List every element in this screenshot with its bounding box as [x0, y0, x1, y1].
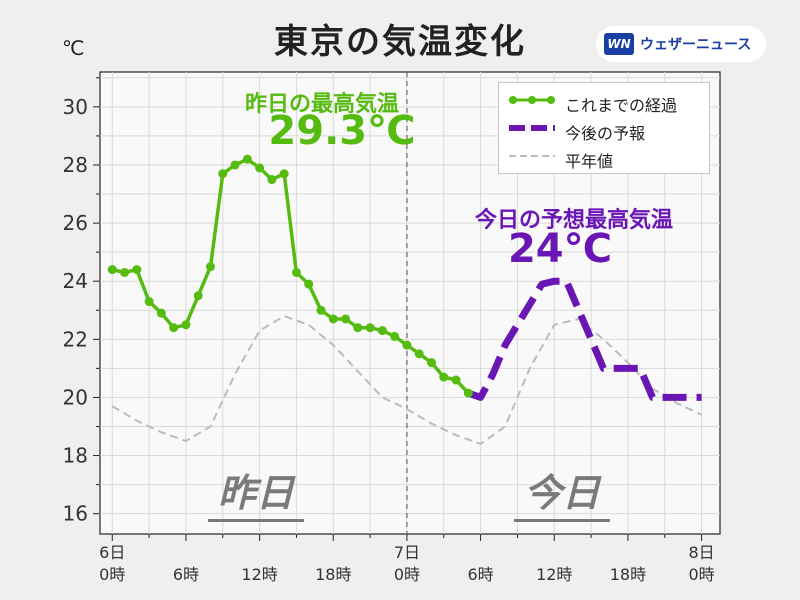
legend-observed-icon [509, 96, 555, 104]
observed-point [304, 279, 314, 289]
x-tick-label-hour: 6時 [468, 565, 494, 584]
legend-forecast-icon [509, 125, 555, 131]
observed-point [144, 297, 154, 307]
series-layer [107, 154, 703, 446]
y-tick-label: 24 [63, 269, 88, 293]
x-tick-label-hour: 12時 [241, 565, 277, 584]
brand-name: ウェザーニュース [640, 37, 752, 53]
observed-point [451, 375, 461, 385]
x-tick-label-hour: 0時 [688, 565, 714, 584]
chart-title: 東京の気温変化 [274, 22, 526, 62]
legend-forecast-label: 今後の予報 [565, 124, 646, 143]
forecast-line [467, 277, 702, 401]
x-tick-label-hour: 12時 [536, 565, 572, 584]
observed-point [120, 267, 130, 277]
y-tick-label: 20 [63, 385, 88, 409]
x-tick-label-day: 6日 [99, 543, 125, 562]
observed-point [402, 340, 412, 350]
observed-point [132, 265, 142, 275]
observed-point [365, 323, 375, 333]
observed-point [414, 349, 424, 359]
observed-point [230, 160, 240, 170]
y-tick-label: 16 [63, 502, 88, 526]
x-tick-label-hour: 18時 [315, 565, 351, 584]
observed-point [439, 372, 449, 382]
observed-point [377, 326, 387, 336]
legend: これまでの経過 今後の予報 平年値 [498, 82, 710, 174]
observed-point [205, 262, 215, 272]
y-tick-label: 18 [63, 444, 88, 468]
y-tick-label: 28 [63, 153, 88, 177]
observed-point [353, 323, 363, 333]
observed-point [463, 388, 473, 398]
x-tick-label-hour: 6時 [173, 565, 199, 584]
observed-point [156, 308, 166, 318]
observed-point [426, 358, 436, 368]
y-tick-label: 26 [63, 211, 88, 235]
brand-badge: WN ウェザーニュース [596, 26, 766, 62]
y-tick-label: 22 [63, 327, 88, 351]
x-tick-label-hour: 0時 [394, 565, 420, 584]
observed-point [181, 320, 191, 330]
x-tick-label-hour: 18時 [610, 565, 646, 584]
x-tick-label-day: 7日 [394, 543, 420, 562]
legend-normal-icon [509, 155, 555, 157]
y-unit-label: ℃ [62, 36, 85, 60]
yesterday-day-label: 昨日 [208, 462, 304, 522]
axes: 16 18 20 22 24 26 28 30 6日 0時 6時 12時 18時 7日 0時 6時 12時 18時… [63, 77, 715, 584]
observed-point [169, 323, 179, 333]
legend-item-forecast: 今後の予報 [499, 117, 709, 143]
observed-point [255, 163, 265, 173]
legend-observed-label: これまでの経過 [565, 96, 678, 115]
yesterday-max-value: 29.3℃ [268, 108, 416, 154]
observed-point [341, 314, 351, 324]
brand-logo-icon: WN [604, 33, 634, 55]
observed-point [279, 169, 289, 179]
today-max-caption: 今日の予想最高気温 [474, 208, 673, 233]
observed-point [218, 169, 228, 179]
observed-point [267, 175, 277, 185]
normal-line [111, 315, 703, 446]
today-max-value: 24℃ [507, 226, 613, 272]
observed-point [242, 154, 252, 164]
y-tick-label: 30 [63, 95, 88, 119]
observed-point [316, 305, 326, 315]
legend-item-observed: これまでの経過 [499, 89, 709, 115]
observed-point [390, 331, 400, 341]
legend-normal-label: 平年値 [565, 152, 614, 171]
observed-point [193, 291, 203, 301]
x-tick-label-hour: 0時 [99, 565, 125, 584]
legend-item-normal: 平年値 [499, 145, 709, 171]
observed-point [107, 265, 117, 275]
x-tick-label-day: 8日 [688, 543, 714, 562]
observed-point [291, 267, 301, 277]
yesterday-max-caption: 昨日の最高気温 [244, 92, 399, 117]
today-day-label: 今日 [514, 462, 610, 522]
observed-point [328, 314, 338, 324]
